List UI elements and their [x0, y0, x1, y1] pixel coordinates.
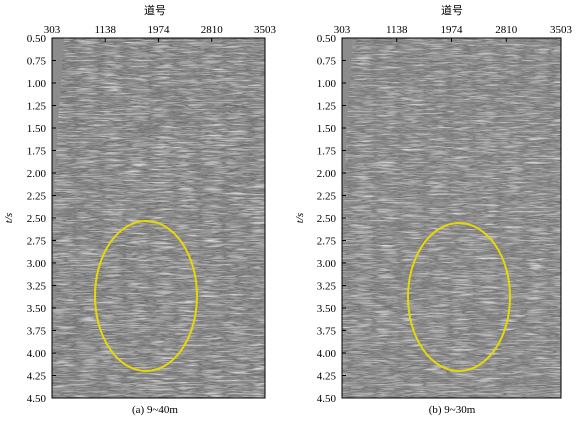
y-axis-title: t/s	[294, 213, 306, 223]
x-tick-label: 303	[334, 24, 351, 36]
panel-b: 道号 303 1138 1974 2810 3503 0.50 0.75 1.00 1.25 1…	[294, 3, 573, 416]
y-tick-label: 1.75	[317, 146, 337, 158]
y-tick-label: 3.50	[27, 303, 47, 315]
y-tick-labels: 0.50 0.75 1.00 1.25 1.50 1.75 2.00 2.25 2.50 2.75…	[27, 33, 47, 405]
y-tick-label: 0.75	[317, 56, 337, 68]
tick-marks	[51, 37, 266, 399]
x-axis-title: 道号	[441, 3, 463, 17]
y-tick-label: 1.50	[27, 123, 47, 135]
x-axis-title: 道号	[144, 3, 166, 17]
panel-a: 道号 303 1138 1974 2810 3503 0.50 0.75 1.00 1.25 1…	[3, 3, 277, 416]
x-tick-labels: 303 1138 1974 2810 3503	[44, 24, 277, 36]
y-tick-label: 2.25	[27, 191, 47, 203]
y-tick-label: 4.50	[27, 393, 47, 405]
panel-caption: (b) 9~30m	[429, 404, 476, 416]
y-axis-title: t/s	[3, 213, 15, 223]
y-tick-label: 1.75	[27, 146, 47, 158]
y-tick-label: 2.50	[317, 213, 337, 225]
y-tick-label: 3.75	[27, 326, 47, 338]
y-tick-label: 3.00	[317, 258, 337, 270]
y-tick-label: 4.50	[317, 393, 337, 405]
x-tick-label: 1138	[94, 24, 116, 36]
y-tick-labels: 0.50 0.75 1.00 1.25 1.50 1.75 2.00 2.25 2.50 2.75…	[317, 33, 337, 405]
y-tick-label: 1.00	[27, 78, 47, 90]
y-tick-label: 2.00	[317, 168, 337, 180]
y-tick-label: 2.75	[317, 236, 337, 248]
y-tick-label: 3.25	[317, 281, 337, 293]
y-tick-label: 3.00	[27, 258, 47, 270]
y-tick-label: 1.50	[317, 123, 337, 135]
x-tick-label: 2810	[495, 24, 518, 36]
seismic-section	[52, 38, 265, 398]
y-tick-label: 0.50	[27, 33, 47, 45]
y-tick-label: 4.25	[317, 371, 337, 383]
y-tick-label: 4.25	[27, 371, 47, 383]
y-tick-label: 1.25	[317, 101, 337, 113]
highlight-ellipse	[94, 220, 198, 372]
x-tick-label: 1974	[148, 24, 171, 36]
y-tick-label: 4.00	[317, 348, 337, 360]
x-tick-label: 3503	[254, 24, 277, 36]
y-tick-label: 3.25	[27, 281, 47, 293]
y-tick-label: 2.50	[27, 213, 47, 225]
y-tick-label: 3.50	[317, 303, 337, 315]
tick-marks	[341, 37, 562, 399]
seismic-section	[342, 38, 561, 398]
y-tick-label: 0.50	[317, 33, 337, 45]
panel-caption: (a) 9~40m	[132, 404, 178, 416]
y-tick-label: 2.75	[27, 236, 47, 248]
x-tick-label: 3503	[550, 24, 573, 36]
y-tick-label: 0.75	[27, 56, 47, 68]
x-tick-label: 2810	[201, 24, 224, 36]
x-tick-labels: 303 1138 1974 2810 3503	[334, 24, 573, 36]
x-tick-label: 303	[44, 24, 61, 36]
x-tick-label: 1974	[441, 24, 464, 36]
y-tick-label: 2.00	[27, 168, 47, 180]
highlight-ellipse	[407, 222, 511, 372]
y-tick-label: 3.75	[317, 326, 337, 338]
y-tick-label: 4.00	[27, 348, 47, 360]
y-tick-label: 1.00	[317, 78, 337, 90]
y-tick-label: 1.25	[27, 101, 47, 113]
x-tick-label: 1138	[386, 24, 408, 36]
y-tick-label: 2.25	[317, 191, 337, 203]
blank-zone	[342, 38, 353, 240]
blank-zone	[52, 38, 64, 240]
